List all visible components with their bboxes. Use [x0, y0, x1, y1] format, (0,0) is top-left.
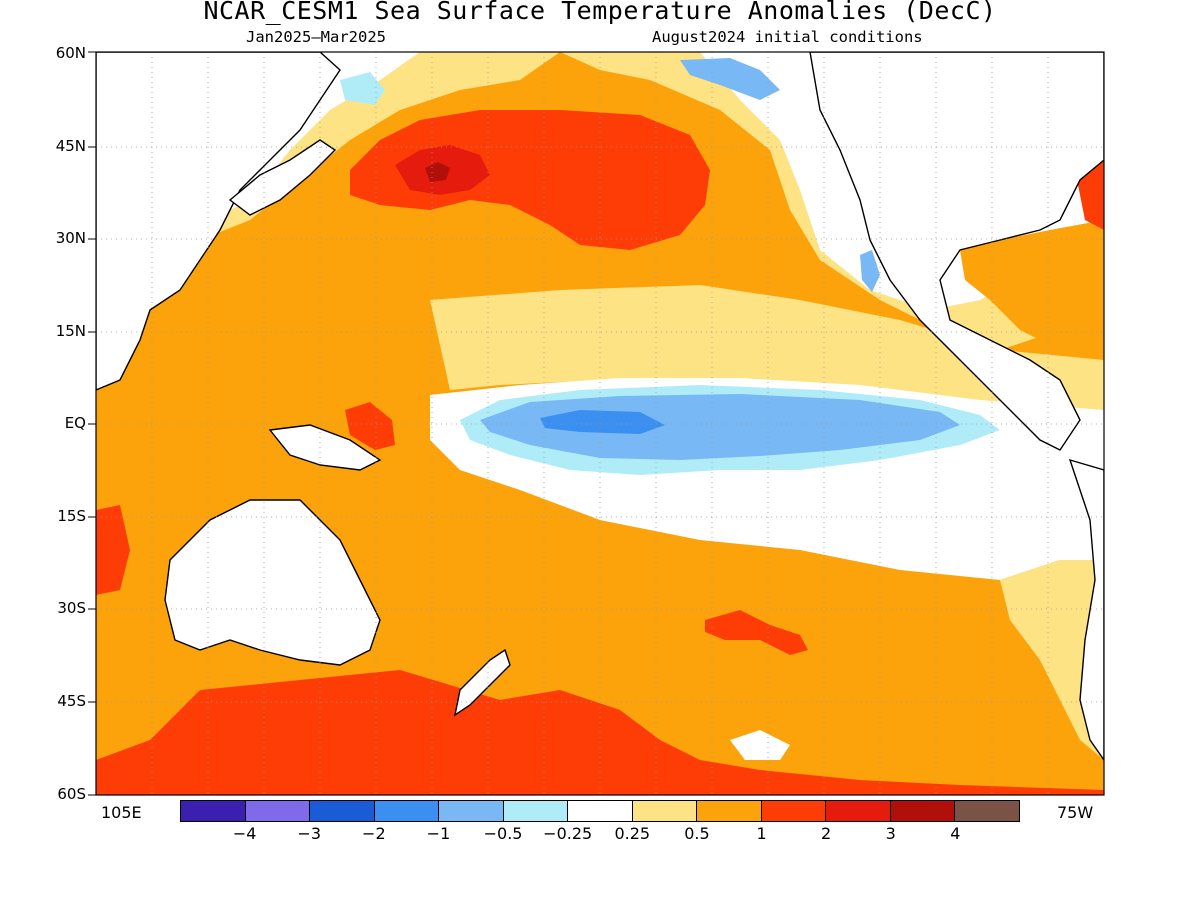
australia-land	[164, 499, 381, 666]
legend-label: −4	[232, 824, 257, 843]
continents	[96, 52, 1104, 762]
legend-label: 4	[950, 824, 961, 843]
new-zealand-land	[453, 648, 511, 717]
legend-label: −1	[426, 824, 451, 843]
initial-conditions: August2024 initial conditions	[652, 28, 923, 46]
legend-swatch	[503, 801, 569, 821]
lat-label-30s: 30S	[57, 599, 86, 617]
legend-label: 3	[885, 824, 896, 843]
north-america-land	[809, 52, 1104, 451]
legend-label: −0.5	[483, 824, 523, 843]
map-content	[96, 52, 1104, 795]
color-legend	[180, 800, 1020, 822]
anomaly-warm2-png	[345, 402, 395, 450]
graticule	[96, 52, 1104, 795]
lat-label-60s: 60S	[57, 785, 86, 803]
new-guinea-land	[268, 424, 382, 471]
legend-label: 1	[756, 824, 767, 843]
legend-swatch	[181, 801, 246, 821]
legend-swatch	[568, 801, 633, 821]
legend-swatch	[955, 801, 1019, 821]
south-america-land	[1068, 458, 1104, 762]
legend-swatch	[697, 801, 762, 821]
lat-label-15s: 15S	[57, 507, 86, 525]
asia-land	[96, 52, 341, 391]
anomaly-white-south-patch	[730, 730, 790, 760]
lat-label-30n: 30N	[55, 229, 86, 247]
legend-swatch	[439, 801, 504, 821]
legend-label: −0.25	[543, 824, 593, 843]
legend-swatch	[826, 801, 891, 821]
anomaly-warm2-south-central	[705, 610, 808, 655]
japan-land	[228, 139, 337, 216]
lon-label-left: 105E	[101, 803, 142, 822]
anomaly-pale-central	[430, 285, 1104, 420]
legend-swatch	[632, 801, 698, 821]
anomaly-cool-north-east	[680, 58, 780, 100]
legend-label: −3	[297, 824, 322, 843]
axis-ticks	[88, 51, 96, 796]
lat-label-45n: 45N	[55, 137, 86, 155]
anomaly-warm2-west-australia	[96, 505, 130, 595]
lat-label-eq: EQ	[64, 414, 86, 432]
anomaly-warm-gulf	[960, 220, 1104, 350]
legend-label: −2	[362, 824, 386, 843]
anomaly-pale-south-east	[1000, 560, 1104, 760]
lat-label-45s: 45S	[57, 692, 86, 710]
legend-label: 0.5	[684, 824, 710, 843]
lat-label-15n: 15N	[55, 322, 86, 340]
legend-swatch	[310, 801, 375, 821]
anomaly-cool-05	[480, 394, 960, 460]
legend-swatch	[761, 801, 827, 821]
legend-swatch	[374, 801, 440, 821]
anomaly-strong-warm-core	[425, 162, 450, 182]
map-title: NCAR_CESM1 Sea Surface Temperature Anoma…	[203, 0, 997, 25]
lon-label-right: 75W	[1057, 803, 1094, 822]
legend-label: 0.25	[614, 824, 651, 843]
legend-label: 2	[821, 824, 832, 843]
lat-label-60n: 60N	[55, 44, 86, 62]
legend-swatch	[245, 801, 311, 821]
anomaly-cool-baja	[860, 250, 880, 292]
anomaly-warm-north-pacific	[350, 110, 710, 250]
anomaly-cool-1	[540, 410, 665, 434]
legend-swatch	[890, 801, 956, 821]
forecast-period: Jan2025–Mar2025	[246, 28, 386, 46]
anomaly-cool-north-west-patch	[340, 72, 385, 105]
